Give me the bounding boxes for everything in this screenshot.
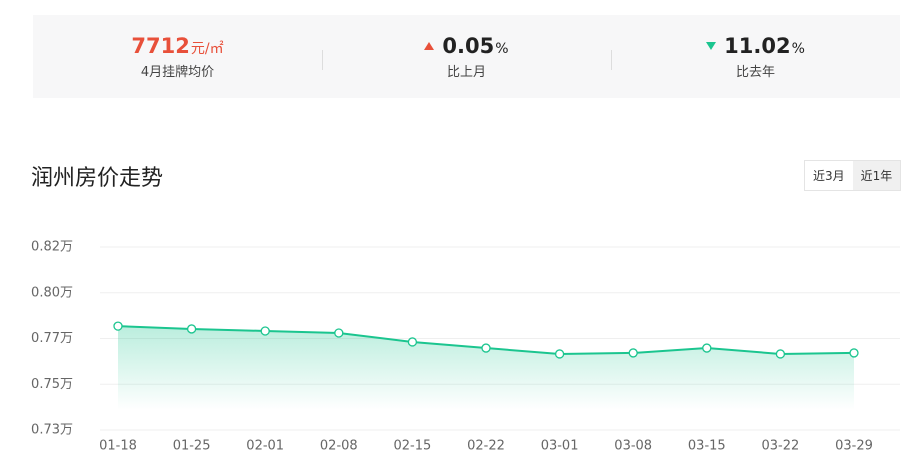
point [113,321,123,331]
x-tick-label: 01-18 [99,439,137,454]
x-tick-label: 02-01 [246,439,284,454]
point [849,348,859,358]
stat-label: 比去年 [735,64,775,80]
y-tick-label: 0.75万 [31,377,73,392]
up-arrow [424,41,435,50]
stat-label: 比上月 [446,64,486,80]
range-switch: 近3月 近1年 [804,160,902,191]
x-tick-label: 03-01 [541,439,579,454]
x-tick-label: 03-29 [835,439,873,454]
stat-label: 4月挂牌均价 [140,64,215,80]
x-tick-label: 01-25 [173,439,211,454]
stat-row: 11.02% [706,34,805,58]
x-tick-label: 03-08 [614,439,652,454]
stats-bar: 7712 元/㎡ 4月挂牌均价 0.05% 比上月 11.02% 比去年 [33,15,900,98]
stat-value: 0.05 [442,33,495,58]
range-button[interactable]: 近1年 [852,161,901,190]
stat-unit: 元/㎡ [190,40,224,57]
stat-value: 11.02 [724,33,791,58]
stat-unit: % [791,40,805,57]
point [481,343,491,353]
x-tick-label: 03-15 [688,439,726,454]
point [186,324,197,334]
area [118,326,854,410]
point [628,348,638,358]
stat-row: 7712 元/㎡ [131,34,223,58]
stat-value: 7712 [131,33,190,58]
y-tick-label: 0.77万 [31,331,73,346]
stat: 7712 元/㎡ 4月挂牌均价 [33,15,322,98]
point [775,349,786,359]
down-arrow [706,41,717,50]
range-button[interactable]: 近3月 [805,161,853,190]
x-tick-label: 03-22 [762,439,800,454]
point [702,343,712,353]
x-tick-label: 02-08 [320,439,358,454]
y-tick-label: 0.73万 [31,423,73,438]
y-tick-label: 0.80万 [31,285,73,300]
point [554,349,565,359]
x-tick-label: 02-15 [394,439,432,454]
stat-unit: % [495,40,509,57]
point [334,328,344,338]
point [407,337,418,347]
chart-title: 润州房价走势 [31,166,164,191]
stat: 0.05% 比上月 [322,15,611,98]
stat-row: 0.05% [424,33,509,58]
point [260,326,270,336]
y-tick-label: 0.82万 [31,240,73,255]
stat: 11.02% 比去年 [611,15,900,98]
x-tick-label: 02-22 [467,439,505,454]
